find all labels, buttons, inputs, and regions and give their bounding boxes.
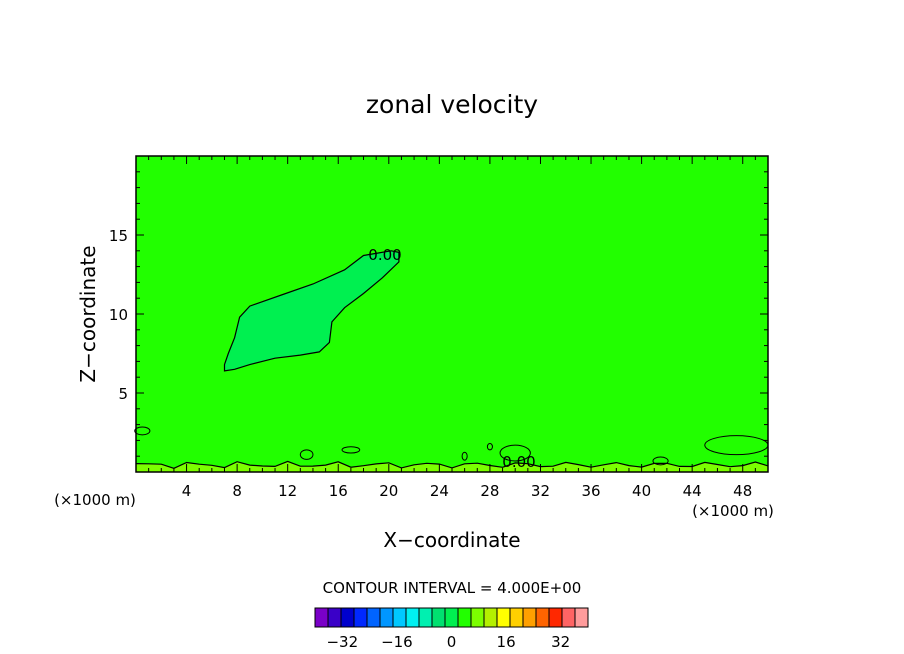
contour-label: 0.00 [368, 246, 401, 264]
colorbar-swatch [483, 607, 498, 628]
x-tick-label: 16 [329, 482, 348, 500]
x-unit-label-left: (×1000 m) [54, 491, 136, 509]
y-tick-label: 5 [118, 385, 128, 403]
colorbar-swatch [457, 607, 472, 628]
x-tick-label: 32 [531, 482, 550, 500]
x-unit-label-right: (×1000 m) [692, 502, 774, 520]
contour-label: 0.00 [502, 453, 535, 471]
colorbar-swatch [522, 607, 537, 628]
colorbar-swatch [379, 607, 394, 628]
colorbar-tick-label: −32 [326, 633, 358, 651]
colorbar-swatch [366, 607, 381, 628]
surface-contour-line [135, 460, 769, 469]
x-tick-label: 24 [430, 482, 449, 500]
colorbar-swatch [392, 607, 407, 628]
x-tick-label: 8 [232, 482, 242, 500]
colorbar-swatch [535, 607, 550, 628]
colorbar-swatch [574, 607, 589, 628]
colorbar-ticks: −32 −16 0 16 32 [326, 633, 570, 651]
colorbar-swatch [340, 607, 355, 628]
contour-island [341, 446, 361, 454]
x-tick-label: 40 [632, 482, 651, 500]
colorbar-tick-label: 16 [497, 633, 516, 651]
x-tick-label: 20 [379, 482, 398, 500]
colorbar [314, 607, 589, 628]
colorbar-swatch [314, 607, 329, 628]
contour-island [652, 456, 669, 466]
y-tick-label: 10 [109, 306, 128, 324]
colorbar-swatch [418, 607, 433, 628]
colorbar-swatch [548, 607, 563, 628]
colorbar-tick-label: 0 [447, 633, 457, 651]
colorbar-swatch [444, 607, 459, 628]
x-tick-label: 28 [480, 482, 499, 500]
x-tick-label: 44 [683, 482, 702, 500]
contour-island [499, 444, 531, 462]
contour-island [299, 449, 314, 460]
plot-area [136, 156, 768, 472]
contour-island [461, 451, 468, 461]
colorbar-swatch [327, 607, 342, 628]
x-tick-label: 36 [581, 482, 600, 500]
contour-interval-text: CONTOUR INTERVAL = 4.000E+00 [323, 579, 582, 597]
y-tick-label: 15 [109, 227, 128, 245]
x-axis-label: X−coordinate [383, 528, 520, 552]
colorbar-swatch [470, 607, 485, 628]
x-tick-label: 4 [182, 482, 192, 500]
colorbar-swatch [431, 607, 446, 628]
colorbar-swatch [405, 607, 420, 628]
colorbar-swatch [509, 607, 524, 628]
contour-island [486, 443, 493, 451]
x-tick-label: 48 [733, 482, 752, 500]
chart-title: zonal velocity [366, 90, 538, 119]
negative-region [223, 250, 400, 372]
colorbar-swatch [353, 607, 368, 628]
colorbar-swatch [561, 607, 576, 628]
colorbar-tick-label: −16 [381, 633, 413, 651]
contour-island [134, 426, 151, 436]
x-tick-label: 12 [278, 482, 297, 500]
colorbar-tick-label: 32 [551, 633, 570, 651]
colorbar-swatch [496, 607, 511, 628]
y-axis-label: Z−coordinate [76, 245, 100, 382]
